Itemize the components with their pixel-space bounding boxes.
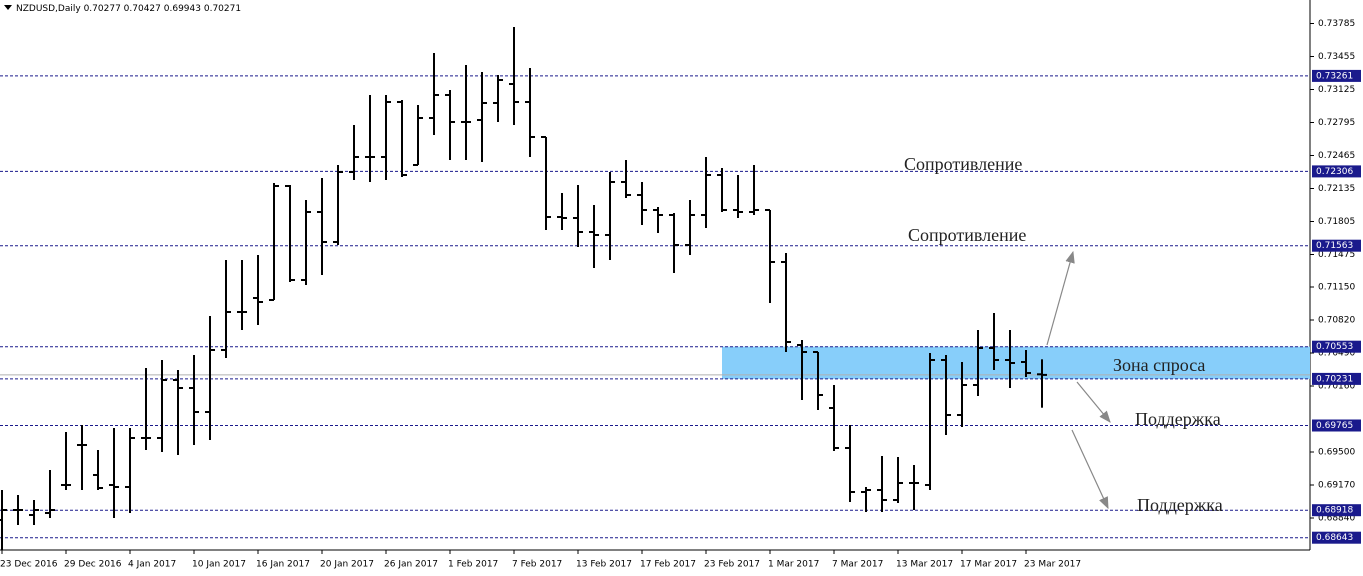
menu-icon: [4, 5, 12, 10]
x-tick-label: 23 Feb 2017: [704, 560, 760, 570]
y-tick-label: 0.70490: [1318, 349, 1355, 359]
x-tick-label: 1 Mar 2017: [768, 560, 819, 570]
level-label: 0.68643: [1316, 533, 1353, 543]
y-tick-label: 0.73785: [1318, 19, 1355, 29]
annotation: Поддержка: [1137, 495, 1223, 515]
level-label-bg: [1312, 239, 1361, 252]
y-tick-label: 0.71475: [1318, 250, 1355, 260]
y-tick-label: 0.72135: [1318, 184, 1355, 194]
y-tick-label: 0.69500: [1318, 448, 1355, 458]
y-tick-label: 0.72795: [1318, 118, 1355, 128]
level-label-bg: [1312, 165, 1361, 178]
level-label: 0.68918: [1316, 506, 1353, 516]
arrow: [1076, 381, 1111, 423]
symbol: NZDUSD,Daily: [16, 4, 81, 14]
x-tick-label: 23 Mar 2017: [1024, 560, 1081, 570]
x-tick-label: 23 Dec 2016: [0, 560, 58, 570]
level-label: 0.70553: [1316, 342, 1353, 352]
arrow: [1046, 250, 1075, 346]
x-tick-label: 20 Jan 2017: [320, 560, 374, 570]
x-tick-label: 7 Mar 2017: [832, 560, 883, 570]
x-tick-label: 7 Feb 2017: [512, 560, 562, 570]
y-tick-label: 0.72465: [1318, 151, 1355, 161]
level-label: 0.72306: [1316, 167, 1353, 177]
level-label-bg: [1312, 340, 1361, 353]
close-value: 0.70271: [204, 4, 241, 14]
y-tick-label: 0.71150: [1318, 283, 1355, 293]
level-label: 0.70231: [1316, 374, 1353, 384]
x-tick-label: 1 Feb 2017: [448, 560, 498, 570]
annotation: Сопротивление: [904, 154, 1022, 174]
y-tick-label: 0.73125: [1318, 85, 1355, 95]
high-value: 0.70427: [124, 4, 161, 14]
annotation: Зона спроса: [1113, 355, 1205, 375]
y-tick-label: 0.70820: [1318, 316, 1355, 326]
x-tick-label: 4 Jan 2017: [128, 560, 176, 570]
level-label-bg: [1312, 531, 1361, 544]
arrow: [1071, 429, 1109, 510]
level-label-bg: [1312, 372, 1361, 385]
demand-zone: [722, 346, 1310, 379]
y-tick-label: 0.70160: [1318, 382, 1355, 392]
x-tick-label: 17 Mar 2017: [960, 560, 1017, 570]
x-tick-label: 10 Jan 2017: [192, 560, 246, 570]
low-value: 0.69943: [164, 4, 201, 14]
annotation: Поддержка: [1135, 409, 1221, 429]
x-tick-label: 17 Feb 2017: [640, 560, 696, 570]
level-label-bg: [1312, 419, 1361, 432]
open-value: 0.70277: [84, 4, 121, 14]
x-tick-label: 16 Jan 2017: [256, 560, 310, 570]
y-tick-label: 0.69170: [1318, 481, 1355, 491]
level-label-bg: [1312, 504, 1361, 517]
x-tick-label: 29 Dec 2016: [64, 560, 122, 570]
y-tick-label: 0.68840: [1318, 514, 1355, 524]
level-label: 0.69765: [1316, 421, 1353, 431]
annotation: Сопротивление: [908, 225, 1026, 245]
header: NZDUSD,Daily 0.70277 0.70427 0.69943 0.7…: [16, 4, 241, 14]
x-tick-label: 13 Feb 2017: [576, 560, 632, 570]
x-tick-label: 13 Mar 2017: [896, 560, 953, 570]
level-label: 0.73261: [1316, 71, 1353, 81]
level-label: 0.71563: [1316, 241, 1353, 251]
y-tick-label: 0.73455: [1318, 52, 1355, 62]
y-tick-label: 0.71805: [1318, 217, 1355, 227]
x-tick-label: 26 Jan 2017: [384, 560, 438, 570]
level-label-bg: [1312, 69, 1361, 82]
